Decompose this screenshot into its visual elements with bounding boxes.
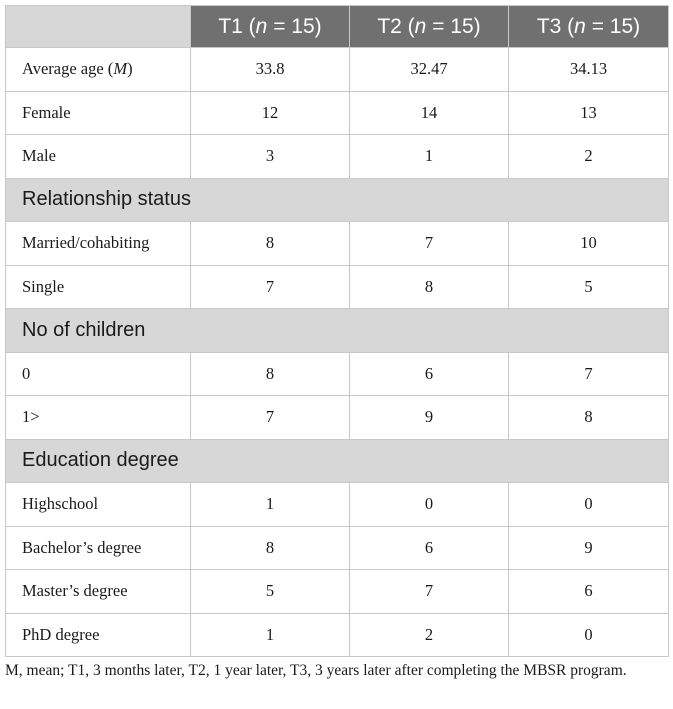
cell-t1: 1 — [190, 612, 350, 657]
cell-t1: 7 — [190, 264, 350, 309]
cell-t2: 2 — [349, 612, 509, 657]
cell-t2: 32.47 — [349, 47, 509, 92]
cell-t1: 1 — [190, 482, 350, 527]
cell-t1: 8 — [190, 351, 350, 396]
section-label: No of children — [5, 308, 669, 353]
cell-t2: 9 — [349, 395, 509, 440]
table-row-children-1plus: 1> 7 9 8 — [5, 395, 669, 440]
cell-t3: 2 — [508, 134, 669, 179]
section-label: Education degree — [5, 438, 669, 483]
cell-t2: 7 — [349, 221, 509, 266]
cell-t3: 0 — [508, 612, 669, 657]
cell-t2: 6 — [349, 351, 509, 396]
cell-t3: 9 — [508, 525, 669, 570]
table-row-single: Single 7 8 5 — [5, 264, 669, 309]
cell-t3: 6 — [508, 569, 669, 614]
header-t2: T2 (n = 15) — [349, 5, 509, 48]
cell-t1: 3 — [190, 134, 350, 179]
cell-t3: 7 — [508, 351, 669, 396]
cell-t3: 34.13 — [508, 47, 669, 92]
cell-t3: 5 — [508, 264, 669, 309]
table-row-average-age: Average age (M) 33.8 32.47 34.13 — [5, 47, 669, 92]
cell-t1: 8 — [190, 221, 350, 266]
header-t3: T3 (n = 15) — [508, 5, 669, 48]
cell-t2: 8 — [349, 264, 509, 309]
cell-t2: 14 — [349, 90, 509, 135]
cell-t2: 7 — [349, 569, 509, 614]
cell-t2: 6 — [349, 525, 509, 570]
cell-t3: 8 — [508, 395, 669, 440]
section-row-education-degree: Education degree — [5, 438, 669, 483]
row-label: Master’s degree — [5, 569, 191, 614]
row-label: PhD degree — [5, 612, 191, 657]
section-row-no-of-children: No of children — [5, 308, 669, 353]
row-label: Married/cohabiting — [5, 221, 191, 266]
table-row-children-0: 0 8 6 7 — [5, 351, 669, 396]
table-row-female: Female 12 14 13 — [5, 90, 669, 135]
row-label: Bachelor’s degree — [5, 525, 191, 570]
table-row-male: Male 3 1 2 — [5, 134, 669, 179]
header-t1: T1 (n = 15) — [190, 5, 350, 48]
row-label: Male — [5, 134, 191, 179]
section-row-relationship-status: Relationship status — [5, 177, 669, 222]
cell-t3: 0 — [508, 482, 669, 527]
cell-t1: 5 — [190, 569, 350, 614]
row-label: 0 — [5, 351, 191, 396]
row-label: 1> — [5, 395, 191, 440]
table-row-phd-degree: PhD degree 1 2 0 — [5, 612, 669, 657]
row-label: Highschool — [5, 482, 191, 527]
row-label: Average age (M) — [5, 47, 191, 92]
cell-t1: 12 — [190, 90, 350, 135]
demographics-table: T1 (n = 15) T2 (n = 15) T3 (n = 15) Aver… — [5, 5, 669, 657]
section-label: Relationship status — [5, 177, 669, 222]
table-row-married-cohabiting: Married/cohabiting 8 7 10 — [5, 221, 669, 266]
table-footnote: M, mean; T1, 3 months later, T2, 1 year … — [5, 662, 627, 679]
cell-t1: 7 — [190, 395, 350, 440]
table-row-masters-degree: Master’s degree 5 7 6 — [5, 569, 669, 614]
row-label: Single — [5, 264, 191, 309]
row-label: Female — [5, 90, 191, 135]
cell-t2: 1 — [349, 134, 509, 179]
cell-t1: 8 — [190, 525, 350, 570]
table-row-highschool: Highschool 1 0 0 — [5, 482, 669, 527]
table-row-bachelors-degree: Bachelor’s degree 8 6 9 — [5, 525, 669, 570]
cell-t3: 10 — [508, 221, 669, 266]
cell-t3: 13 — [508, 90, 669, 135]
cell-t1: 33.8 — [190, 47, 350, 92]
cell-t2: 0 — [349, 482, 509, 527]
header-blank-cell — [5, 5, 191, 48]
table-header-row: T1 (n = 15) T2 (n = 15) T3 (n = 15) — [5, 5, 669, 48]
